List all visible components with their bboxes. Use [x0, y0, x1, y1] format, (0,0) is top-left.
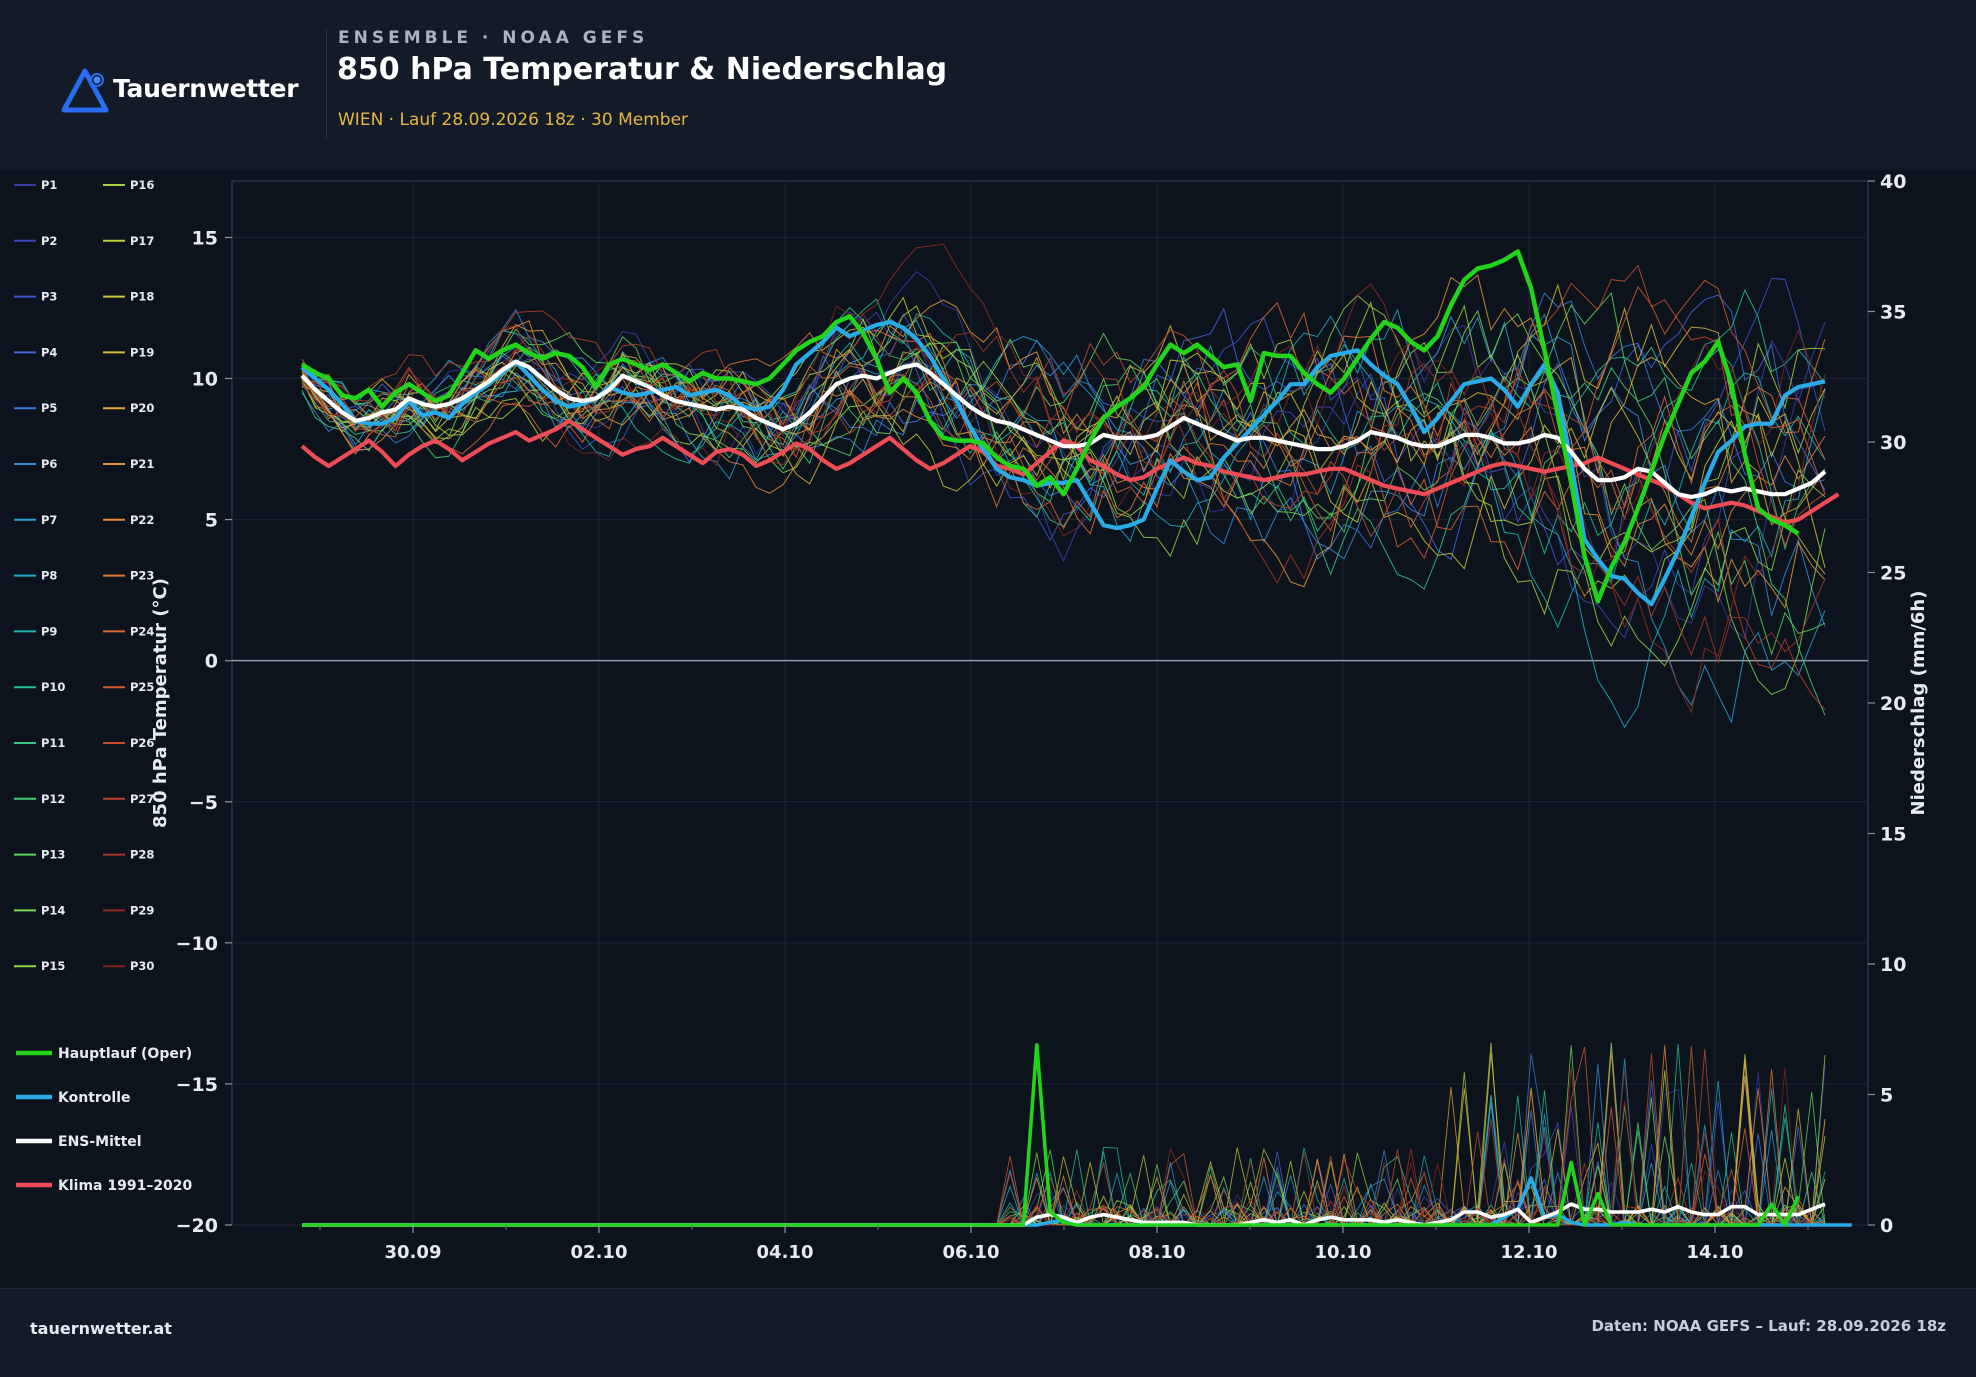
legend-label-p1: P1: [41, 178, 57, 192]
y-right-tick-label: 10: [1880, 954, 1906, 976]
legend-label-p7: P7: [41, 513, 57, 527]
y-right-tick-label: 30: [1880, 432, 1906, 454]
y-left-tick-label: −15: [176, 1074, 218, 1096]
legend-label-p22: P22: [130, 513, 154, 527]
member-temp-line-p21: [301, 274, 1826, 609]
footer-site[interactable]: tauernwetter.at: [30, 1319, 172, 1338]
legend-label-p13: P13: [41, 848, 65, 862]
member-temp-line-p3: [301, 277, 1826, 594]
y-left-tick-label: −20: [176, 1215, 218, 1237]
y-left-tick-label: −10: [176, 933, 218, 955]
x-tick-label: 14.10: [1687, 1242, 1744, 1263]
axes-layer: 15 10 5 0 −5 −10 −15 −20 40 35 30 25 20 15 10 5 0 30.09 02…: [150, 171, 1929, 1263]
y-left-tick-label: 0: [205, 651, 218, 673]
legend-label-p25: P25: [130, 680, 154, 694]
legend-label-p12: P12: [41, 792, 65, 806]
legend-label-p6: P6: [41, 457, 57, 471]
y-right-tick-label: 20: [1880, 693, 1906, 715]
brand-name: Tauernwetter: [113, 74, 299, 103]
grid-layer: [231, 180, 1869, 1226]
footer-source: Daten: NOAA GEFS – Lauf: 28.09.2026 18z: [1591, 1317, 1946, 1335]
legend-label-p2: P2: [41, 234, 57, 248]
legend-label-p15: P15: [41, 959, 65, 973]
temp-line-hauptlauf-oper-: [300, 249, 1800, 604]
x-tick-label: 10.10: [1315, 1242, 1372, 1263]
chart-title: 850 hPa Temperatur & Niederschlag: [337, 52, 948, 87]
y-right-tick-label: 40: [1880, 171, 1906, 193]
legend-label-p29: P29: [130, 903, 154, 917]
legend-label-p8: P8: [41, 569, 57, 583]
x-tick-label: 08.10: [1129, 1242, 1186, 1263]
legend-label-special: Kontrolle: [58, 1090, 131, 1106]
y-right-tick-label: 35: [1880, 302, 1906, 324]
chart-subtitle: WIEN · Lauf 28.09.2026 18z · 30 Member: [338, 110, 689, 130]
legend-label-p5: P5: [41, 401, 57, 415]
legend-label-p23: P23: [130, 569, 154, 583]
ensemble-chart: 15 10 5 0 −5 −10 −15 −20 40 35 30 25 20 15 10 5 0 30.09 02…: [14, 171, 1929, 1263]
x-tick-label: 06.10: [943, 1242, 1000, 1263]
temp-line-kontrolle: [300, 320, 1826, 607]
y-right-tick-label: 0: [1880, 1215, 1893, 1237]
legend-label-p24: P24: [130, 624, 154, 638]
legend-label-special: Hauptlauf (Oper): [58, 1046, 192, 1062]
legend-label-special: ENS-Mittel: [58, 1134, 142, 1150]
member-temp-line-p18: [301, 349, 1826, 570]
member-temp-line-p30: [301, 305, 1826, 600]
legend-label-p19: P19: [130, 345, 154, 359]
y-right-tick-label: 15: [1880, 824, 1906, 846]
legend-label-p28: P28: [130, 848, 154, 862]
y-left-tick-label: 15: [192, 227, 218, 249]
brand-logo[interactable]: Tauernwetter: [60, 66, 300, 116]
x-tick-label: 02.10: [571, 1242, 628, 1263]
plot-area: [231, 180, 1869, 1226]
legend: P1 P2 P3 P4 P5 P6 P7 P8 P9 P10 P11 P12 P13 P14 P15 P16 P…: [14, 178, 193, 1194]
member-temp-line-p13: [301, 291, 1826, 656]
legend-label-p11: P11: [41, 736, 65, 750]
legend-label-p16: P16: [130, 178, 154, 192]
temp-line-ens-mittel: [300, 359, 1827, 500]
precip-line-hauptlauf-oper-: [302, 1043, 1800, 1227]
y-left-tick-label: 10: [192, 369, 218, 391]
mountain-logo-icon: [61, 68, 109, 113]
y-right-tick-label: 25: [1880, 563, 1906, 585]
y-left-axis-label: 850 hPa Temperatur (°C): [150, 578, 171, 828]
legend-label-p14: P14: [41, 903, 65, 917]
legend-label-p17: P17: [130, 234, 154, 248]
y-left-tick-label: −5: [189, 792, 218, 814]
legend-label-p18: P18: [130, 290, 154, 304]
y-left-tick-label: 5: [205, 510, 218, 532]
legend-label-p20: P20: [130, 401, 154, 415]
header-divider: [326, 30, 327, 138]
legend-label-p10: P10: [41, 680, 65, 694]
member-temp-line-p27: [301, 310, 1826, 711]
legend-label-p30: P30: [130, 959, 154, 973]
member-temp-line-p17: [301, 296, 1826, 564]
legend-label-special: Klima 1991–2020: [58, 1178, 193, 1194]
legend-label-p26: P26: [130, 736, 154, 750]
highlight-lines-layer: [300, 249, 1852, 1227]
legend-label-p27: P27: [130, 792, 154, 806]
chart-kicker: ENSEMBLE · NOAA GEFS: [338, 28, 649, 48]
member-temp-line-p16: [301, 300, 1826, 616]
x-tick-label: 30.09: [385, 1242, 442, 1263]
footer-bar: tauernwetter.at Daten: NOAA GEFS – Lauf:…: [0, 1288, 1976, 1377]
legend-label-p9: P9: [41, 624, 57, 638]
member-temp-line-p11: [301, 306, 1826, 590]
legend-label-p4: P4: [41, 345, 57, 359]
legend-label-p3: P3: [41, 290, 57, 304]
y-right-axis-label: Niederschlag (mm/6h): [1908, 591, 1929, 816]
member-temp-line-p2: [301, 311, 1826, 639]
legend-label-p21: P21: [130, 457, 154, 471]
member-temp-line-p14: [301, 309, 1826, 695]
x-tick-label: 04.10: [757, 1242, 814, 1263]
header-bar: Tauernwetter ENSEMBLE · NOAA GEFS 850 hP…: [0, 0, 1976, 170]
y-right-tick-label: 5: [1880, 1085, 1893, 1107]
x-tick-label: 12.10: [1501, 1242, 1558, 1263]
member-temp-line-p25: [301, 279, 1826, 560]
